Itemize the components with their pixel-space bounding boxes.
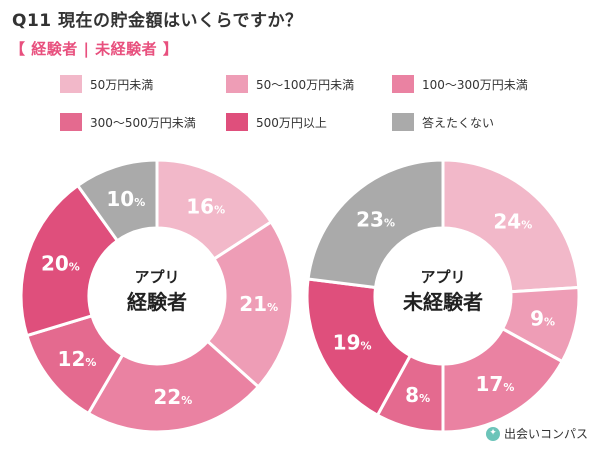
data-label: 24%	[493, 210, 532, 234]
data-label: 9%	[530, 306, 555, 330]
data-label: 16%	[186, 194, 225, 218]
data-label: 20%	[41, 251, 80, 275]
donut-slice	[205, 219, 295, 389]
data-label: 8%	[405, 383, 430, 407]
legend-swatch	[226, 113, 248, 131]
data-label: 17%	[475, 372, 514, 396]
data-label: 23%	[356, 207, 395, 231]
legend-swatch	[60, 113, 82, 131]
compass-icon: ✦	[485, 426, 500, 441]
legend-swatch	[392, 113, 414, 131]
center-label-line-2: 経験者	[127, 290, 187, 314]
donut-slice	[86, 339, 261, 434]
legend-label: 50万円未満	[90, 77, 154, 92]
legend-item: 300～500万円未満	[60, 113, 196, 131]
legend-label: 50～100万円未満	[256, 77, 355, 92]
brand: ✦ 出会いコンパス	[485, 425, 588, 442]
legend-label: 300～500万円未満	[90, 115, 196, 130]
donut-slice	[75, 158, 159, 243]
data-label: 22%	[153, 385, 192, 409]
legend-item: 50万円未満	[60, 75, 153, 93]
data-label: 21%	[239, 292, 278, 316]
center-label-line-2: 未経験者	[403, 290, 483, 314]
donut-slice	[441, 158, 581, 294]
legend-item: 答えたくない	[392, 113, 494, 131]
chart-subtitle: 【 経験者 | 未経験者 】	[10, 40, 179, 58]
legend-swatch	[60, 75, 82, 93]
data-label: 10%	[106, 187, 145, 211]
legend-label: 500万円以上	[256, 115, 327, 130]
donut-slice	[306, 158, 445, 290]
legend-item: 100～300万円未満	[392, 75, 528, 93]
data-label: 12%	[58, 347, 97, 371]
legend-swatch	[392, 75, 414, 93]
donut-slice	[305, 277, 413, 418]
data-label: 19%	[333, 330, 372, 354]
center-label-line-1: アプリ	[420, 268, 465, 286]
donut-slice	[19, 183, 120, 338]
legend: 50万円未満 50～100万円未満 100～300万円未満 300～500万円未…	[60, 75, 580, 135]
center-label-line-1: アプリ	[134, 268, 179, 286]
legend-label: 答えたくない	[422, 115, 495, 130]
page-title: Q11 現在の貯金額はいくらですか？	[12, 11, 303, 31]
legend-item: 50～100万円未満	[226, 75, 354, 93]
legend-label: 100～300万円未満	[422, 77, 528, 92]
legend-swatch	[226, 75, 248, 93]
legend-item: 500万円以上	[226, 113, 327, 131]
brand-name: 出会いコンパス	[503, 427, 588, 441]
